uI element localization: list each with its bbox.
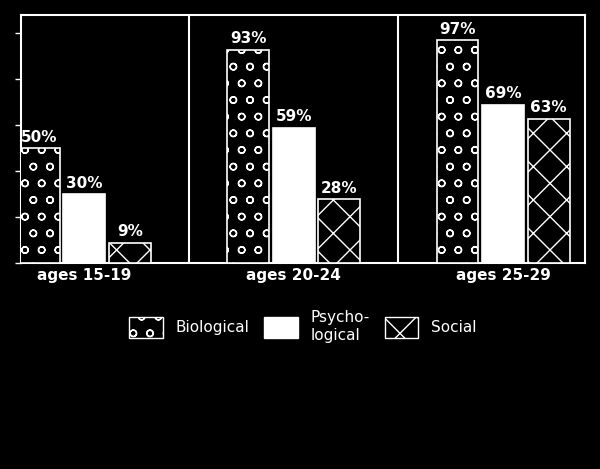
Bar (482, 105, 524, 264)
Text: 28%: 28% (321, 181, 358, 196)
Bar (437, 40, 478, 264)
Text: 93%: 93% (230, 31, 266, 46)
Bar (318, 199, 360, 264)
Text: 63%: 63% (530, 100, 567, 115)
Bar (273, 128, 314, 264)
Legend: Biological, Psycho-
logical, Social: Biological, Psycho- logical, Social (122, 303, 484, 350)
Bar (18, 148, 60, 264)
Text: 97%: 97% (439, 22, 476, 37)
Bar (227, 50, 269, 264)
Bar (64, 195, 105, 264)
Text: 50%: 50% (20, 130, 57, 145)
Text: 59%: 59% (275, 109, 312, 124)
Bar (109, 243, 151, 264)
Text: 69%: 69% (485, 86, 521, 101)
Bar (527, 119, 569, 264)
Text: 30%: 30% (66, 176, 103, 191)
Text: 9%: 9% (117, 224, 143, 239)
